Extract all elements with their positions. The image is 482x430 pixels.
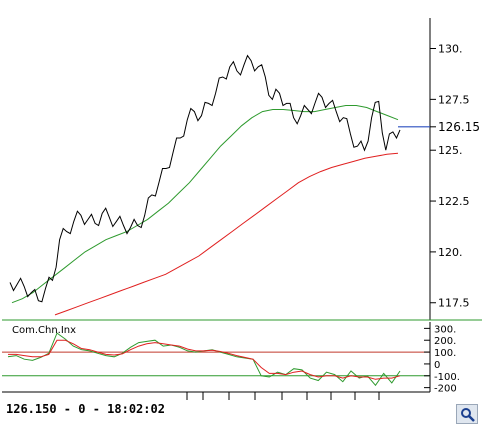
x-axis-ticks: 30405080910111215 (186, 392, 380, 400)
subchart-tick-label: 100. (434, 348, 456, 359)
ma-green-line (11, 105, 399, 304)
subchart-tick-label: -100. (434, 372, 460, 383)
price-tick-label: 127.5 (438, 93, 470, 106)
last-value-label: 126.15 (438, 120, 480, 134)
subchart-series (7, 332, 401, 387)
ma-red-series (54, 152, 399, 316)
subchart-axis-ticks: 300.200.100.0-100.-200 (424, 324, 460, 395)
last-value-marker: 126.15 (398, 120, 480, 134)
price-tick-label: 122.5 (438, 195, 470, 208)
price-line (9, 54, 401, 303)
subchart-reference-lines (2, 351, 430, 377)
price-tick-label: 130. (438, 43, 463, 56)
ma-red-line (54, 152, 399, 316)
price-tick-label: 125. (438, 144, 463, 157)
price-series (9, 54, 401, 303)
ma-green-series (11, 105, 399, 304)
cci_avg-series (8, 339, 401, 380)
subchart-tick-label: 0 (434, 360, 440, 371)
zoom-icon (461, 408, 475, 422)
subchart-tick-label: 300. (434, 324, 456, 335)
subchart-title: Com.Chn.Inx (12, 325, 77, 336)
price-tick-label: 117.5 (438, 297, 470, 310)
chart-canvas: 130. 127.5 125. 122.5 120. 117.5 126.15 300.2… (2, 18, 482, 400)
subchart-tick-label: 200. (434, 336, 456, 347)
zoom-button[interactable] (456, 404, 478, 424)
price-axis-ticks: 130. 127.5 125. 122.5 120. 117.5 (430, 43, 470, 310)
price-tick-label: 120. (438, 246, 463, 259)
status-readout: 126.150 - 0 - 18:02:02 (6, 402, 165, 416)
subchart-tick-label: -200 (434, 384, 457, 395)
